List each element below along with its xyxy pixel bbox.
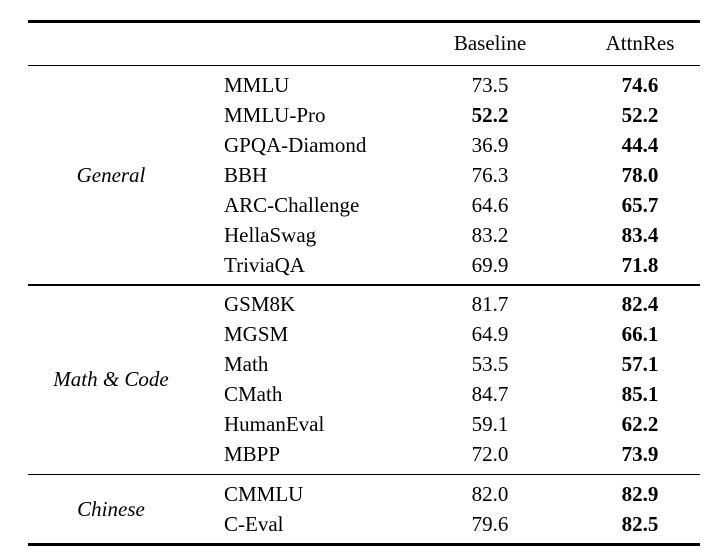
table-header-row: Baseline AttnRes bbox=[28, 23, 700, 65]
group-general: General MMLU 73.5 74.6 MMLU-Pro 52.2 52.… bbox=[28, 66, 700, 284]
table-row: GPQA-Diamond 36.9 44.4 bbox=[224, 130, 700, 160]
table-row: BBH 76.3 78.0 bbox=[224, 160, 700, 190]
top-rule bbox=[28, 20, 700, 23]
attnres-value: 82.9 bbox=[621, 481, 659, 506]
baseline-value: 73.5 bbox=[471, 72, 509, 97]
attnres-value: 73.9 bbox=[621, 442, 659, 466]
table-row: MGSM 64.9 66.1 bbox=[224, 320, 700, 350]
attnres-value: 57.1 bbox=[621, 352, 659, 376]
attnres-value: 66.1 bbox=[621, 322, 659, 346]
attnres-value: 44.4 bbox=[621, 132, 659, 157]
attnres-value: 82.4 bbox=[621, 292, 659, 316]
baseline-value: 83.2 bbox=[471, 222, 509, 247]
attnres-value: 74.6 bbox=[621, 72, 659, 97]
benchmark-name: BBH bbox=[224, 162, 268, 187]
section-rule-1 bbox=[28, 284, 700, 286]
attnres-value: 62.2 bbox=[621, 412, 659, 436]
table-row: C-Eval 79.6 82.5 bbox=[224, 509, 700, 539]
benchmark-name: HellaSwag bbox=[224, 222, 317, 247]
table-row: Math 53.5 57.1 bbox=[224, 350, 700, 380]
benchmark-name: GSM8K bbox=[224, 292, 296, 316]
table-row: CMath 84.7 85.1 bbox=[224, 380, 700, 410]
group-math-code: Math & Code GSM8K 81.7 82.4 MGSM 64.9 66… bbox=[28, 286, 700, 474]
benchmark-name: CMath bbox=[224, 382, 283, 406]
header-rule bbox=[28, 64, 700, 66]
table-row: TriviaQA 69.9 71.8 bbox=[224, 250, 700, 280]
benchmark-name: MBPP bbox=[224, 442, 281, 466]
benchmark-name: MMLU bbox=[224, 72, 290, 97]
attnres-value: 82.5 bbox=[621, 511, 659, 536]
attnres-value: 65.7 bbox=[621, 192, 659, 217]
baseline-value: 79.6 bbox=[471, 511, 509, 536]
attnres-value: 83.4 bbox=[621, 222, 659, 247]
table-row: MBPP 72.0 73.9 bbox=[224, 440, 700, 470]
benchmark-name: C-Eval bbox=[224, 511, 284, 536]
benchmark-name: TriviaQA bbox=[224, 252, 305, 277]
baseline-value: 84.7 bbox=[471, 382, 509, 406]
benchmark-results-table: Baseline AttnRes General MMLU 73.5 74.6 … bbox=[28, 20, 700, 546]
baseline-value: 64.9 bbox=[471, 322, 509, 346]
category-label-chinese: Chinese bbox=[77, 496, 145, 521]
section-rule-2 bbox=[28, 473, 700, 475]
group-chinese: Chinese CMMLU 82.0 82.9 C-Eval 79.6 82.5 bbox=[28, 475, 700, 543]
benchmark-name: GPQA-Diamond bbox=[224, 132, 367, 157]
baseline-value: 82.0 bbox=[471, 481, 509, 506]
benchmark-name: HumanEval bbox=[224, 412, 325, 436]
baseline-value: 59.1 bbox=[471, 412, 509, 436]
table-row: HumanEval 59.1 62.2 bbox=[224, 410, 700, 440]
category-label-general: General bbox=[76, 162, 146, 187]
group-math-code-rows: GSM8K 81.7 82.4 MGSM 64.9 66.1 Math 53.5… bbox=[224, 290, 700, 470]
baseline-value: 64.6 bbox=[471, 192, 509, 217]
benchmark-name: Math bbox=[224, 352, 269, 376]
attnres-value: 85.1 bbox=[621, 382, 659, 406]
category-label-math-code: Math & Code bbox=[53, 367, 169, 391]
baseline-value: 69.9 bbox=[471, 252, 509, 277]
baseline-value: 76.3 bbox=[471, 162, 509, 187]
table-row: MMLU 73.5 74.6 bbox=[224, 70, 700, 100]
bottom-rule bbox=[28, 543, 700, 546]
table-row: ARC-Challenge 64.6 65.7 bbox=[224, 190, 700, 220]
baseline-value: 52.2 bbox=[471, 102, 509, 127]
attnres-value: 52.2 bbox=[621, 102, 659, 127]
attnres-value: 71.8 bbox=[621, 252, 659, 277]
benchmark-name: MMLU-Pro bbox=[224, 102, 326, 127]
table-row: HellaSwag 83.2 83.4 bbox=[224, 220, 700, 250]
table-row: GSM8K 81.7 82.4 bbox=[224, 290, 700, 320]
baseline-value: 81.7 bbox=[471, 292, 509, 316]
column-header-attnres: AttnRes bbox=[605, 31, 675, 55]
baseline-value: 36.9 bbox=[471, 132, 509, 157]
column-header-baseline: Baseline bbox=[453, 31, 527, 55]
baseline-value: 53.5 bbox=[471, 352, 509, 376]
benchmark-name: MGSM bbox=[224, 322, 289, 346]
table-row: MMLU-Pro 52.2 52.2 bbox=[224, 100, 700, 130]
attnres-value: 78.0 bbox=[621, 162, 659, 187]
benchmark-name: ARC-Challenge bbox=[224, 192, 360, 217]
baseline-value: 72.0 bbox=[471, 442, 509, 466]
benchmark-name: CMMLU bbox=[224, 481, 304, 506]
group-chinese-rows: CMMLU 82.0 82.9 C-Eval 79.6 82.5 bbox=[224, 479, 700, 539]
table-row: CMMLU 82.0 82.9 bbox=[224, 479, 700, 509]
group-general-rows: MMLU 73.5 74.6 MMLU-Pro 52.2 52.2 GPQA-D… bbox=[224, 70, 700, 280]
